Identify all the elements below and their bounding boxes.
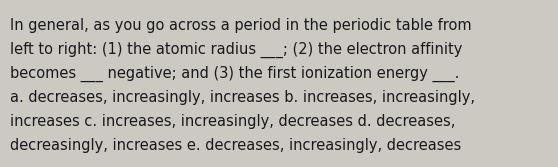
Text: left to right: (1) the atomic radius ___; (2) the electron affinity: left to right: (1) the atomic radius ___… bbox=[10, 42, 463, 58]
Text: a. decreases, increasingly, increases b. increases, increasingly,: a. decreases, increasingly, increases b.… bbox=[10, 90, 475, 105]
Text: becomes ___ negative; and (3) the first ionization energy ___.: becomes ___ negative; and (3) the first … bbox=[10, 66, 459, 82]
Text: In general, as you go across a period in the periodic table from: In general, as you go across a period in… bbox=[10, 18, 472, 33]
Text: increases c. increases, increasingly, decreases d. decreases,: increases c. increases, increasingly, de… bbox=[10, 114, 455, 129]
Text: decreasingly, increases e. decreases, increasingly, decreases: decreasingly, increases e. decreases, in… bbox=[10, 138, 461, 153]
